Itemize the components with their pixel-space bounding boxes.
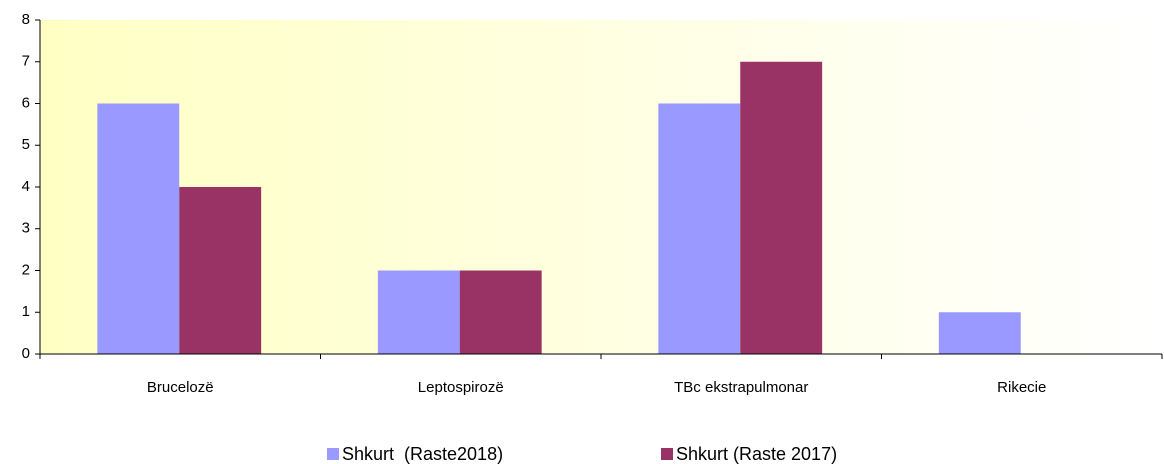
y-tick-label: 6 <box>22 94 30 111</box>
y-tick-label: 3 <box>22 220 30 237</box>
x-tick-label: Rikecie <box>997 379 1046 396</box>
bar <box>377 270 460 354</box>
bar <box>459 270 542 354</box>
bar <box>97 103 180 354</box>
legend-swatch <box>661 448 673 460</box>
bar <box>740 61 823 354</box>
y-tick-label: 5 <box>22 136 30 153</box>
legend-label: Shkurt (Raste 2017) <box>676 444 837 464</box>
y-tick-label: 1 <box>22 303 30 320</box>
bar <box>179 187 262 354</box>
x-tick-label: TBc ekstrapulmonar <box>674 379 808 396</box>
y-tick-label: 4 <box>22 178 30 195</box>
legend-label: Shkurt (Raste2018) <box>342 444 503 464</box>
x-tick-label: Leptospirozë <box>418 379 504 396</box>
x-tick-label: Brucelozë <box>147 379 214 396</box>
legend-swatch <box>327 448 339 460</box>
bar <box>658 103 741 354</box>
y-tick-label: 0 <box>22 345 30 362</box>
y-tick-label: 2 <box>22 261 30 278</box>
y-tick-label: 8 <box>22 11 30 28</box>
bar <box>938 312 1021 354</box>
y-tick-label: 7 <box>22 53 30 70</box>
